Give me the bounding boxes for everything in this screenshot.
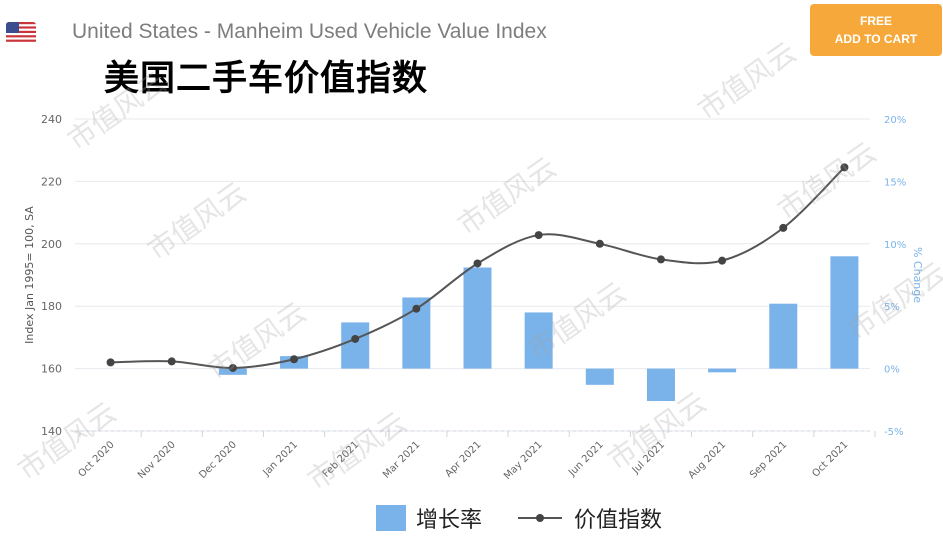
y-left-axis-title: Index Jan 1995= 100, SA — [23, 206, 36, 344]
line-point — [228, 363, 237, 372]
bar — [463, 267, 492, 369]
y-left-tick-label: 200 — [41, 238, 62, 251]
legend-bar-swatch — [376, 505, 406, 531]
x-tick-label: May 2021 — [502, 439, 545, 482]
us-flag-icon — [6, 22, 36, 44]
line-point — [106, 358, 115, 367]
x-tick-label: Oct 2020 — [76, 439, 116, 479]
x-tick-label: Jul 2021 — [630, 439, 667, 476]
page-title: United States - Manheim Used Vehicle Val… — [72, 20, 547, 43]
legend-line-swatch — [518, 514, 563, 522]
x-tick-label: Mar 2021 — [381, 439, 422, 480]
y-left-tick-label: 220 — [41, 175, 62, 188]
line-point — [412, 304, 421, 313]
x-tick-label: Oct 2021 — [810, 439, 850, 479]
y-left-tick-label: 240 — [41, 113, 62, 126]
y-right-axis-title: % Change — [911, 247, 924, 303]
x-tick-label: Nov 2020 — [136, 439, 178, 481]
bar — [708, 368, 737, 373]
x-tick-label: Sep 2021 — [748, 439, 789, 480]
line-point — [840, 163, 849, 172]
bar — [830, 256, 859, 369]
line-point — [290, 355, 299, 364]
bar — [341, 322, 370, 369]
cart-line-2: ADD TO CART — [834, 32, 918, 46]
bar — [585, 368, 614, 385]
legend-line-label: 价值指数 — [574, 508, 663, 533]
y-right-tick-label: 20% — [884, 115, 906, 126]
bar — [646, 368, 675, 402]
x-tick-label: Apr 2021 — [443, 439, 483, 479]
y-right-tick-label: 15% — [884, 177, 906, 188]
y-left-tick-label: 160 — [41, 363, 62, 376]
x-tick-label: Aug 2021 — [686, 439, 728, 481]
free-add-to-cart-button[interactable]: FREE ADD TO CART — [810, 4, 942, 56]
x-tick-label: Dec 2020 — [197, 439, 239, 481]
x-tick-label: Jan 2021 — [261, 439, 301, 479]
bar — [524, 312, 553, 369]
y-left-tick-label: 140 — [41, 425, 62, 438]
bar — [769, 303, 798, 369]
line-point — [779, 223, 788, 232]
legend-bar-label: 增长率 — [416, 508, 483, 533]
y-right-tick-label: 0% — [884, 365, 900, 376]
y-right-tick-label: -5% — [884, 427, 903, 438]
x-tick-label: Feb 2021 — [321, 439, 362, 480]
y-right-tick-label: 10% — [884, 240, 906, 251]
chart-title: 美国二手车价值指数 — [104, 59, 429, 99]
line-point — [718, 256, 727, 265]
line-point — [656, 255, 665, 264]
line-point — [473, 259, 482, 268]
line-point — [534, 231, 543, 240]
line-point — [351, 334, 360, 343]
x-tick-label: Jun 2021 — [566, 439, 606, 479]
cart-line-1: FREE — [859, 14, 892, 28]
line-point — [167, 357, 176, 366]
y-left-tick-label: 180 — [41, 300, 62, 313]
legend: 增长率 价值指数 — [376, 502, 662, 534]
y-right-tick-label: 5% — [884, 302, 900, 313]
line-point — [595, 239, 604, 248]
